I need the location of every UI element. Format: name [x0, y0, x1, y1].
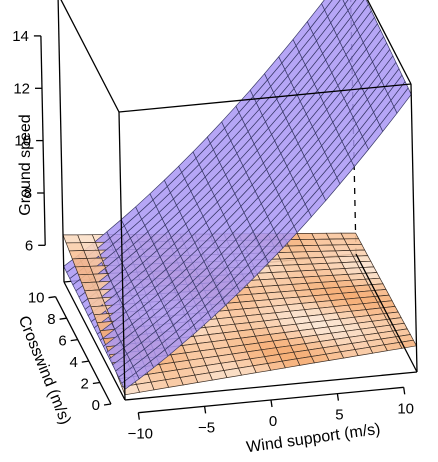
box-edge: [366, 0, 412, 85]
x-tick-label: 0: [269, 413, 277, 430]
z-tick-label: 6: [25, 237, 33, 254]
x-tick-label: 10: [397, 400, 414, 417]
surface-b-cell: [62, 234, 82, 244]
x-tick-label: −5: [198, 419, 215, 436]
y-tick: [92, 381, 100, 385]
box-edge: [57, 0, 65, 283]
box-edge: [124, 371, 418, 401]
y-tick-label: 4: [69, 354, 77, 371]
x-tick: [137, 412, 140, 420]
box-edge: [63, 281, 126, 401]
y-tick-label: 8: [47, 311, 55, 328]
surface-a-cell: [121, 372, 140, 391]
y-tick-label: 6: [58, 333, 66, 350]
y-tick: [103, 403, 112, 406]
box-edge: [118, 111, 126, 401]
x-tick: [403, 387, 406, 395]
box-edge: [410, 83, 418, 373]
box-edge: [118, 83, 412, 113]
y-tick-label: 0: [92, 397, 100, 414]
surface-b-cell: [74, 265, 94, 276]
box-edge: [355, 253, 418, 373]
surface-b-cell: [84, 289, 103, 300]
x-axis-title: Wind support (m/s): [245, 421, 381, 457]
x-tick: [336, 393, 340, 401]
surface-b-cell: [77, 273, 97, 284]
box-edge: [60, 0, 120, 113]
box-front-edges: [57, 0, 418, 401]
surface-a-cell: [342, 0, 349, 5]
y-tick: [81, 360, 89, 363]
z-tick-label: 8: [24, 185, 32, 202]
surface-b-cell: [65, 242, 85, 252]
z-axis-title: Ground speed: [17, 114, 34, 215]
x-tick-label: 5: [335, 407, 343, 424]
z-tick-label: 14: [12, 28, 29, 45]
surface-b-cell: [68, 250, 88, 260]
surface-b-cell: [81, 281, 100, 292]
y-tick: [59, 317, 67, 320]
surfaces: [62, 0, 418, 396]
y-tick: [70, 338, 78, 342]
y-tick-label: 2: [81, 376, 89, 393]
y-tick: [48, 296, 56, 299]
x-tick: [270, 399, 273, 408]
y-axis-line: [54, 296, 112, 405]
x-tick: [203, 406, 207, 414]
surface-b-cell: [71, 258, 91, 268]
x-tick-label: −10: [128, 426, 153, 443]
y-axis-title: Crosswind (m/s): [15, 314, 74, 428]
y-tick-label: 10: [28, 290, 45, 307]
z-tick-label: 10: [14, 133, 31, 150]
z-tick-label: 12: [13, 80, 30, 97]
